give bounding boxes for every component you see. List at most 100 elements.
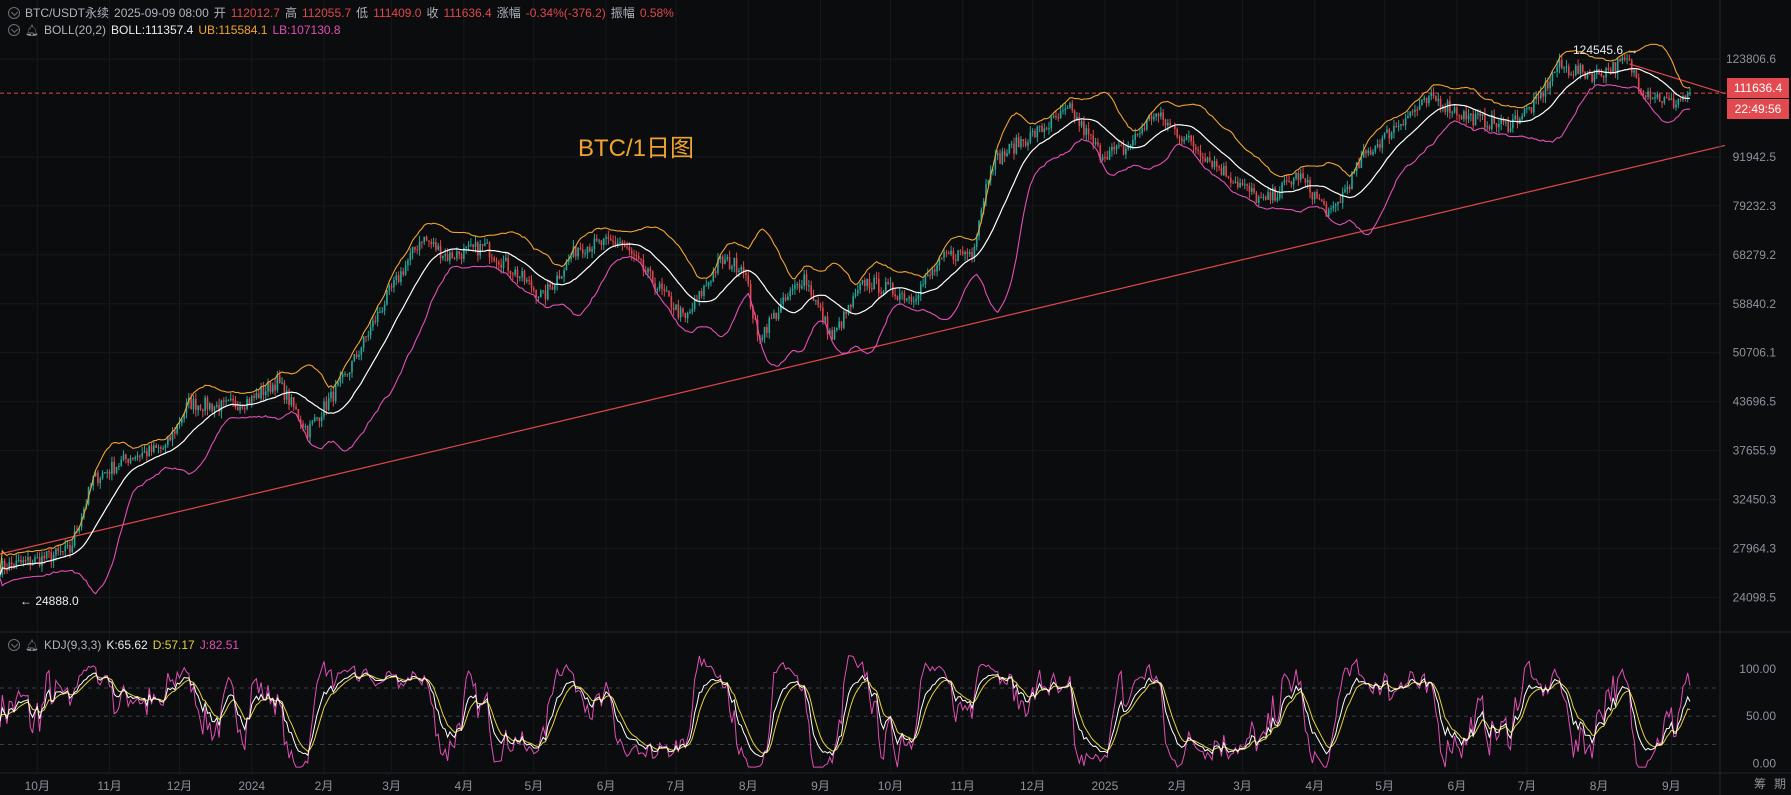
candle-body (1686, 93, 1689, 98)
candle-body (1150, 115, 1153, 120)
candles[interactable] (0, 53, 1691, 578)
candle-body (954, 259, 957, 261)
candle-body (1118, 145, 1120, 147)
candle-body (1129, 145, 1132, 148)
candle-body (1628, 58, 1631, 61)
chips-button[interactable]: 筹 (1754, 777, 1767, 791)
candle-body (1292, 178, 1295, 185)
candle-body (104, 472, 106, 474)
candle-body (1055, 115, 1057, 118)
bell-icon[interactable]: 🔔︎ (25, 639, 39, 652)
candle-body (1418, 105, 1421, 110)
candle-body (870, 288, 873, 290)
candle-body (271, 384, 274, 392)
boll-middle-band (0, 67, 1691, 576)
candle-body (355, 354, 358, 357)
candle-body (1553, 71, 1556, 73)
candle-body (181, 419, 183, 424)
candle-body (805, 274, 808, 286)
candle-body (1174, 126, 1176, 129)
candle-body (206, 397, 209, 410)
time-tick-label: 3月 (382, 779, 401, 793)
candle-body (1546, 81, 1549, 89)
kdj-j-line (0, 655, 1691, 768)
candle-body (3, 560, 6, 570)
candle-body (1458, 115, 1461, 117)
candle-body (1022, 139, 1025, 142)
candle-body (1013, 143, 1015, 154)
visibility-toggle-icon[interactable] (8, 6, 20, 19)
candle-body (588, 246, 591, 252)
candle-body (887, 282, 889, 284)
kdj-name[interactable]: KDJ(9,3,3) (43, 638, 102, 652)
boll-name[interactable]: BOLL(20,2) (43, 23, 107, 37)
candle-body (1516, 115, 1519, 124)
candle-body (889, 283, 892, 285)
candle-body (113, 461, 116, 474)
candle-body (1467, 115, 1470, 120)
candle-body (1633, 70, 1635, 73)
candle-body (591, 249, 593, 252)
candle-body (164, 444, 167, 449)
kdj-visibility-icon[interactable] (8, 639, 20, 651)
candle-body (1365, 150, 1367, 154)
candle-body (1290, 181, 1293, 185)
candle-body (738, 270, 740, 272)
time-tick-label: 8月 (1590, 779, 1609, 793)
candle-body (498, 262, 500, 265)
candle-body (260, 387, 262, 399)
candle-body (442, 255, 444, 259)
candle-body (99, 478, 102, 484)
candle-body (649, 268, 652, 272)
candle-body (318, 417, 321, 422)
candle-body (1143, 128, 1146, 130)
candle-body (1544, 81, 1547, 97)
candle-body (1600, 73, 1603, 77)
candle-body (537, 297, 540, 299)
candle-body (1619, 59, 1621, 61)
candle-body (8, 562, 11, 571)
candle-body (1195, 146, 1197, 150)
candle-body (299, 418, 302, 424)
candle-body (1327, 209, 1330, 217)
candle-body (101, 472, 104, 479)
candle-body (225, 400, 227, 402)
candle-body (1651, 98, 1654, 100)
candle-body (1560, 60, 1563, 69)
candle-body (1141, 128, 1144, 134)
candle-body (348, 372, 351, 375)
candle-body (1381, 137, 1384, 148)
candle-body (292, 397, 295, 407)
candle-body (6, 569, 8, 571)
change-label: 涨幅 (496, 6, 521, 20)
futures-button[interactable]: 期 (1774, 777, 1787, 791)
candle-body (544, 290, 547, 300)
candle-body (365, 336, 367, 338)
candle-body (1484, 113, 1486, 128)
candle-body (535, 290, 537, 298)
candle-body (843, 311, 845, 328)
candle-body (174, 431, 176, 434)
candle-body (682, 308, 684, 313)
candle-body (1512, 119, 1514, 129)
candle-body (411, 246, 414, 254)
candle-body (947, 253, 950, 255)
candle-body (1474, 113, 1477, 126)
candle-body (742, 267, 745, 274)
candle-body (157, 447, 160, 449)
candle-body (961, 251, 964, 255)
candle-body (754, 318, 757, 320)
candle-body (1036, 126, 1039, 138)
candle-body (1351, 172, 1353, 189)
candle-body (41, 555, 43, 567)
candle-body (1260, 197, 1262, 199)
candle-body (148, 445, 151, 457)
candle-body (332, 391, 335, 402)
price-tick-label: 79232.3 (1733, 199, 1777, 213)
boll-visibility-icon[interactable] (8, 24, 20, 36)
bell-icon[interactable]: 🔔︎ (25, 24, 39, 37)
candle-body (134, 457, 137, 460)
symbol-label[interactable]: BTC/USDT永续 (25, 6, 110, 20)
candle-body (924, 276, 927, 285)
